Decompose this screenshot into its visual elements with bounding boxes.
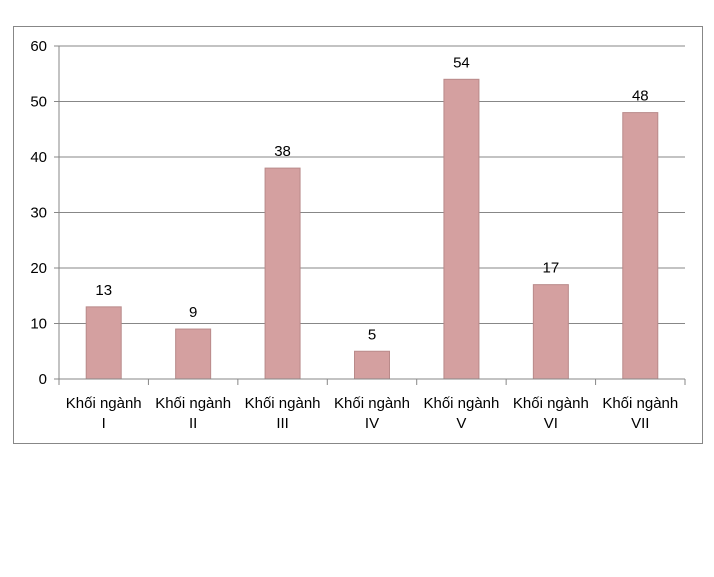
y-tick-label: 60 (30, 38, 47, 55)
x-tick-label: Khối ngành VI (513, 395, 589, 432)
bar (622, 112, 659, 380)
y-tick-label: 20 (30, 260, 47, 277)
data-label: 48 (632, 88, 649, 105)
data-labels: 13 9 38 5 54 17 48 (95, 54, 648, 343)
gridlines (59, 45, 685, 324)
data-label: 13 (95, 282, 112, 299)
x-tick-label: Khối ngành VII (602, 395, 678, 432)
bar (85, 306, 122, 380)
y-tick-label: 0 (39, 371, 47, 388)
x-tick-label: Khối ngành I (66, 395, 142, 432)
y-tick-label: 10 (30, 316, 47, 333)
bar (354, 350, 390, 380)
y-tick-label: 50 (30, 94, 47, 111)
data-label: 5 (368, 326, 376, 343)
bar (532, 284, 569, 380)
data-label: 9 (189, 304, 197, 321)
y-tick-label: 40 (30, 149, 47, 166)
data-label: 38 (274, 143, 291, 160)
x-tick-label: Khối ngành IV (334, 395, 410, 432)
data-label: 17 (543, 260, 560, 277)
bar (264, 167, 301, 380)
x-tick-labels: Khối ngành I Khối ngành II Khối ngành III Khối… (66, 395, 678, 432)
x-tick-label: Khối ngành III (245, 395, 321, 432)
x-tick-label: Khối ngành V (423, 395, 499, 432)
axes (54, 45, 686, 385)
bar (175, 328, 212, 380)
y-tick-label: 30 (30, 205, 47, 222)
bar (443, 78, 480, 380)
y-tick-labels: 0 10 20 30 40 50 60 (30, 38, 47, 388)
data-label: 54 (453, 54, 470, 71)
bars (85, 78, 659, 380)
x-tick-label: Khối ngành II (155, 395, 231, 432)
